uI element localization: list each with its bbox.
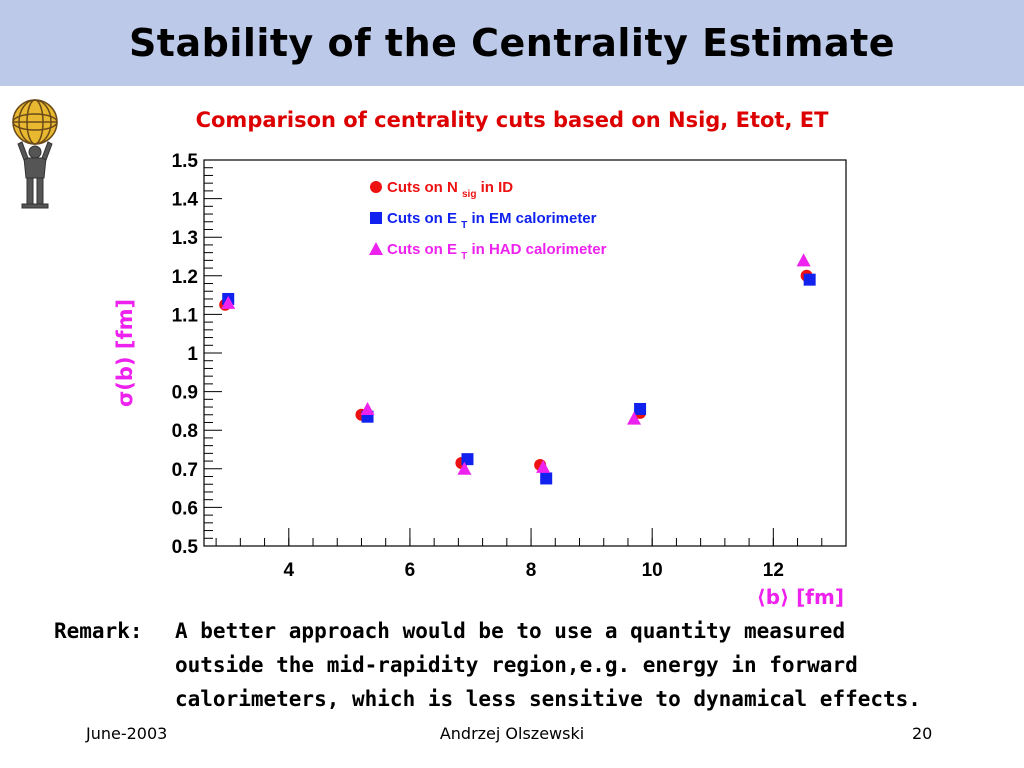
y-tick-label: 1 [187,344,198,365]
y-tick-label: 1.1 [172,305,199,326]
x-axis-ticks: 4 6 8 10 12 [215,528,847,581]
data-point-square [461,453,474,466]
remark-line: A better approach would be to use a quan… [175,619,846,643]
remark-line: outside the mid-rapidity region,e.g. ene… [175,653,858,677]
data-point-triangle [457,461,472,475]
data-point-triangle [627,411,642,425]
y-tick-label: 1.5 [172,151,199,172]
y-tick-label: 0.6 [172,498,198,519]
footer-author: Andrzej Olszewski [439,724,585,743]
y-tick-label: 1.3 [172,228,198,249]
legend-marker-square [370,212,382,224]
chart-svg: 0.50.60.70.80.911.11.21.31.41.5 4 6 8 10 12 … [113,151,847,609]
y-tick-label: 0.9 [172,383,198,404]
atlas-figure-icon [12,99,58,209]
plot-frame [203,159,847,547]
y-tick-label: 0.8 [172,421,198,442]
title-bar: Stability of the Centrality Estimate [0,0,1024,86]
data-points [219,253,816,485]
data-point-square [634,402,647,415]
remark-row: calorimeters, which is less sensitive to… [54,682,994,716]
y-axis-label: σ(b) [fm] [113,299,137,407]
remark-row: outside the mid-rapidity region,e.g. ene… [54,648,994,682]
x-tick-label: 8 [526,560,537,581]
legend-entry: Cuts on E T in EM calorimeter [387,210,597,231]
y-tick-label: 0.7 [172,460,198,481]
x-axis-label: ⟨b⟩ [fm] [757,585,844,609]
legend-entry: Cuts on N sig in ID [387,179,513,200]
remark-block: Remark: A better approach would be to us… [54,614,994,716]
remark-label: Remark: [54,619,143,643]
slide-title: Stability of the Centrality Estimate [128,21,896,65]
y-tick-label: 1.2 [172,267,198,288]
data-point-triangle [796,253,811,267]
data-point-triangle [221,295,236,309]
x-tick-label: 12 [763,560,784,581]
x-tick-label: 10 [642,560,663,581]
legend-entry: Cuts on E T in HAD calorimeter [387,241,607,262]
y-tick-label: 1.4 [172,190,199,211]
data-point-triangle [360,401,375,415]
footer-date: June-2003 [86,724,168,743]
data-point-triangle [536,459,551,473]
chart-subtitle: Comparison of centrality cuts based on N… [195,108,829,132]
y-tick-label: 0.5 [172,537,199,558]
legend-marker-triangle [369,242,383,255]
y-axis-ticks: 0.5 0.6 0.7 0.8 0.9 1 1.1 1.2 1.3 1.4 1.5 [172,151,222,558]
footer-page-number: 20 [912,724,933,743]
data-point-square [540,472,553,485]
data-point-square [803,273,816,286]
legend-marker-circle [370,181,382,193]
x-tick-label: 6 [405,560,416,581]
remark-line: calorimeters, which is less sensitive to… [175,687,921,711]
remark-row: Remark: A better approach would be to us… [54,614,994,648]
x-tick-label: 4 [284,560,295,581]
legend: Cuts on N sig in ID Cuts on E T in EM cal… [369,179,607,262]
scatter-chart: 0.5 0.6 0.7 0.8 0.9 1 1.1 1.2 1.3 1.4 1.5 4 6 8 10 12 … [100,148,860,614]
